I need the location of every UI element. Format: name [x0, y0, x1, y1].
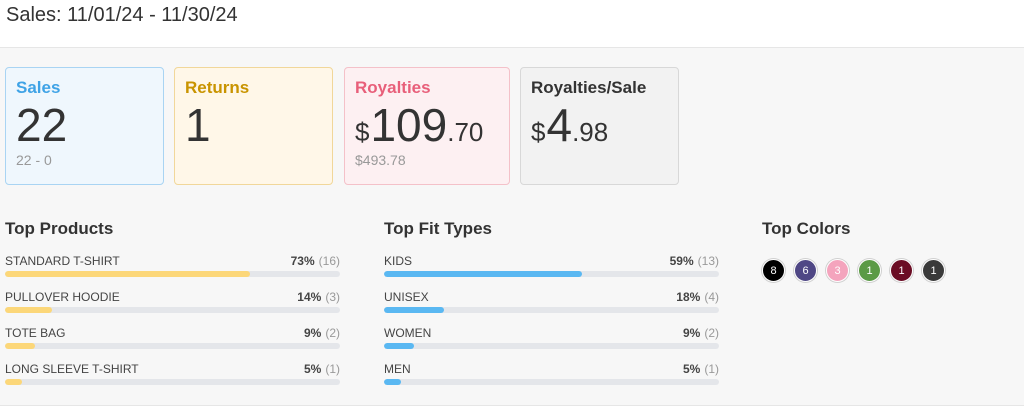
top-products-title: Top Products	[5, 219, 114, 238]
top-products-list: STANDARD T-SHIRT 73% (16) PULLOVER HOODIE…	[5, 254, 340, 398]
royalties-per-sale-int: 4	[546, 99, 573, 151]
progress-fill	[5, 307, 52, 313]
progress-fill	[384, 343, 415, 349]
item-percent: 9%	[682, 326, 701, 340]
item-name: UNISEX	[384, 290, 429, 304]
item-percent: 73%	[290, 254, 315, 268]
returns-label: Returns	[185, 78, 250, 97]
progress-fill	[384, 307, 445, 313]
list-item: UNISEX 18% (4)	[384, 290, 719, 326]
list-item: STANDARD T-SHIRT 73% (16)	[5, 254, 340, 290]
top-fit-types-title: Top Fit Types	[384, 219, 492, 238]
list-item: MEN 5% (1)	[384, 362, 719, 398]
royalties-dec: .70	[447, 117, 484, 147]
item-name: STANDARD T-SHIRT	[5, 254, 120, 268]
top-fit-types-list: KIDS 59% (13) UNISEX 18% (4) WOMEN 9% (2) M…	[384, 254, 719, 398]
progress-fill	[5, 343, 36, 349]
list-item: PULLOVER HOODIE 14% (3)	[5, 290, 340, 326]
item-percent: 9%	[303, 326, 322, 340]
item-count: (1)	[325, 362, 340, 376]
progress-track	[5, 307, 340, 313]
royalties-value: $ 109 .70	[355, 100, 499, 150]
item-name: LONG SLEEVE T-SHIRT	[5, 362, 139, 376]
item-stats: 9% (2)	[304, 326, 340, 340]
item-percent: 5%	[303, 362, 322, 376]
item-count: (16)	[318, 254, 340, 268]
item-count: (13)	[697, 254, 719, 268]
item-count: (2)	[704, 326, 719, 340]
item-percent: 59%	[669, 254, 694, 268]
item-count: (3)	[325, 290, 340, 304]
item-count: (4)	[704, 290, 719, 304]
color-swatch: 6	[794, 259, 817, 282]
item-percent: 14%	[297, 290, 322, 304]
color-swatch: 3	[826, 259, 849, 282]
dashboard-content: Sales 22 22 - 0 Returns 1 Royalties $ 10…	[0, 48, 1024, 406]
progress-fill	[384, 379, 401, 385]
page-title: Sales: 11/01/24 - 11/30/24	[6, 4, 238, 26]
item-name: KIDS	[384, 254, 413, 268]
item-stats: 59% (13)	[670, 254, 719, 268]
item-name: PULLOVER HOODIE	[5, 290, 120, 304]
sales-card: Sales 22 22 - 0	[5, 67, 164, 185]
top-colors-title: Top Colors	[762, 219, 851, 238]
list-item: LONG SLEEVE T-SHIRT 5% (1)	[5, 362, 340, 398]
item-name: MEN	[384, 362, 411, 376]
royalties-per-sale-label: Royalties/Sale	[531, 78, 647, 97]
progress-fill	[5, 379, 22, 385]
item-name: WOMEN	[384, 326, 432, 340]
item-stats: 5% (1)	[304, 362, 340, 376]
royalties-int: 109	[370, 99, 448, 151]
progress-fill	[384, 271, 582, 277]
progress-track	[5, 343, 340, 349]
item-stats: 9% (2)	[683, 326, 719, 340]
progress-track	[384, 307, 719, 313]
page-header: Sales: 11/01/24 - 11/30/24	[0, 0, 1024, 48]
progress-track	[5, 379, 340, 385]
royalties-per-sale-card: Royalties/Sale $ 4 .98	[520, 67, 679, 185]
item-stats: 5% (1)	[683, 362, 719, 376]
sales-label: Sales	[16, 78, 61, 97]
item-stats: 73% (16)	[291, 254, 340, 268]
progress-track	[384, 271, 719, 277]
royalties-sub: $493.78	[355, 152, 406, 168]
list-item: WOMEN 9% (2)	[384, 326, 719, 362]
item-stats: 14% (3)	[297, 290, 340, 304]
progress-track	[384, 343, 719, 349]
royalties-per-sale-currency: $	[531, 117, 546, 147]
item-stats: 18% (4)	[676, 290, 719, 304]
royalties-per-sale-value: $ 4 .98	[531, 100, 668, 150]
royalties-per-sale-dec: .98	[572, 117, 609, 147]
royalties-label: Royalties	[355, 78, 431, 97]
color-swatch: 1	[922, 259, 945, 282]
progress-track	[5, 271, 340, 277]
list-item: TOTE BAG 9% (2)	[5, 326, 340, 362]
returns-card: Returns 1	[174, 67, 333, 185]
item-percent: 18%	[676, 290, 701, 304]
item-count: (2)	[325, 326, 340, 340]
item-name: TOTE BAG	[5, 326, 66, 340]
returns-value: 1	[185, 99, 211, 151]
progress-fill	[5, 271, 250, 277]
color-swatch: 1	[858, 259, 881, 282]
top-colors-list: 8 6 3 1 1 1	[762, 259, 945, 282]
color-swatch: 8	[762, 259, 785, 282]
item-count: (1)	[704, 362, 719, 376]
royalties-card: Royalties $ 109 .70 $493.78	[344, 67, 510, 185]
sales-sub: 22 - 0	[16, 152, 52, 168]
royalties-currency: $	[355, 117, 370, 147]
list-item: KIDS 59% (13)	[384, 254, 719, 290]
color-swatch: 1	[890, 259, 913, 282]
sales-value: 22	[16, 99, 68, 151]
item-percent: 5%	[682, 362, 701, 376]
progress-track	[384, 379, 719, 385]
